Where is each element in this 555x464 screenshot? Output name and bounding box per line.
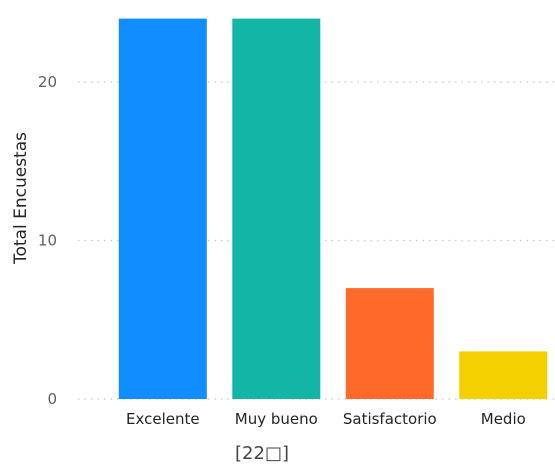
- x-category-labels: Excelente Muy bueno Satisfactorio Medio: [126, 410, 526, 428]
- bar-muy-bueno[interactable]: [232, 18, 321, 399]
- bar-satisfactorio[interactable]: [345, 288, 434, 399]
- x-label-excelente: Excelente: [126, 410, 200, 428]
- y-tick-label-0: 0: [47, 390, 57, 408]
- y-tick-label-20: 20: [38, 73, 57, 91]
- bar-excelente[interactable]: [118, 18, 207, 399]
- x-label-satisfactorio: Satisfactorio: [343, 410, 437, 428]
- y-tick-labels: 0 10 20: [38, 73, 57, 408]
- y-tick-label-10: 10: [38, 232, 57, 250]
- x-label-medio: Medio: [481, 410, 526, 428]
- bar-medio[interactable]: [459, 351, 548, 399]
- chart-caption: [22□]: [235, 443, 289, 464]
- x-label-muy-bueno: Muy bueno: [235, 410, 318, 428]
- bars: [118, 18, 548, 399]
- y-axis-title: Total Encuestas: [11, 132, 31, 265]
